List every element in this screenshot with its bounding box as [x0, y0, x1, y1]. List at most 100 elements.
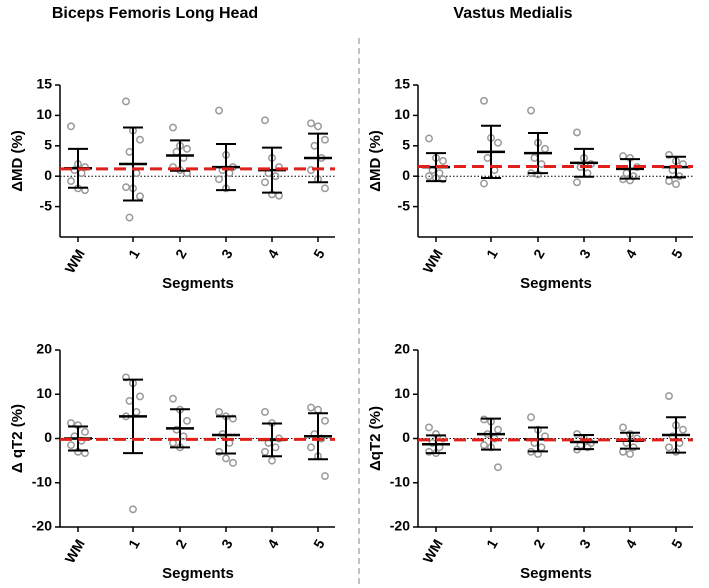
data-point	[310, 141, 319, 150]
x-tick-label: 5	[668, 246, 686, 261]
data-point	[665, 177, 673, 186]
data-point	[425, 447, 433, 456]
data-point	[261, 116, 269, 125]
y-tick-label: 10	[36, 385, 52, 401]
data-point	[307, 119, 315, 128]
x-axis-label: Segments	[162, 275, 234, 292]
y-tick-label: 10	[36, 106, 52, 122]
y-tick-label: 15	[394, 76, 410, 92]
data-point	[169, 123, 177, 132]
data-point	[125, 396, 134, 405]
panel-title: Vastus Medialis	[453, 5, 572, 22]
data-point	[626, 450, 634, 458]
data-point	[483, 154, 492, 162]
y-tick-label: 5	[44, 137, 52, 153]
data-point	[169, 394, 177, 403]
x-tick-label: 2	[172, 536, 190, 551]
x-tick-label: WM	[62, 246, 88, 276]
data-point	[321, 135, 329, 144]
x-tick-label: 4	[622, 246, 640, 261]
y-axis-label: Δ qT2 (%)	[9, 404, 26, 473]
y-tick-label: -20	[390, 518, 410, 534]
data-point	[480, 441, 488, 450]
y-tick-label: -5	[398, 197, 411, 213]
x-tick-label: 2	[530, 246, 548, 261]
data-point	[665, 443, 673, 452]
x-tick-label: 5	[310, 246, 328, 261]
y-axis-label: ΔqT2 (%)	[367, 406, 384, 471]
data-point	[136, 135, 144, 144]
y-tick-label: 10	[394, 385, 410, 401]
data-point	[321, 472, 329, 481]
data-point	[665, 392, 673, 400]
x-tick-label: 5	[668, 536, 686, 551]
data-point	[573, 178, 581, 187]
data-point	[129, 505, 137, 514]
data-point	[573, 128, 581, 137]
data-point	[439, 175, 447, 184]
data-point	[307, 443, 315, 452]
y-tick-label: -10	[32, 473, 52, 489]
x-tick-label: WM	[62, 536, 88, 566]
y-tick-label: 0	[402, 429, 410, 445]
x-tick-label: 1	[125, 536, 143, 551]
data-point	[122, 183, 130, 192]
data-point	[215, 175, 223, 184]
x-axis-label: Segments	[520, 275, 592, 292]
data-point	[494, 463, 502, 472]
data-point	[77, 169, 86, 178]
y-tick-label: 5	[402, 137, 410, 153]
data-point	[122, 97, 130, 106]
data-point	[619, 423, 627, 432]
data-point	[67, 177, 75, 186]
data-point	[583, 169, 592, 178]
data-point	[530, 154, 539, 162]
data-point	[183, 416, 191, 425]
data-point	[183, 144, 191, 153]
data-point	[679, 425, 687, 434]
data-point	[261, 408, 269, 416]
data-point	[537, 443, 546, 452]
data-point	[541, 144, 549, 153]
data-point	[132, 169, 141, 178]
data-point	[321, 184, 329, 193]
y-axis-label: ΔMD (%)	[9, 130, 26, 192]
data-point	[622, 169, 631, 178]
x-tick-label: 5	[310, 536, 328, 551]
x-tick-label: 1	[125, 246, 143, 261]
y-tick-label: 0	[44, 167, 52, 183]
x-tick-label: 3	[576, 246, 594, 261]
data-point	[215, 106, 223, 115]
data-point	[314, 122, 322, 131]
x-axis-label: Segments	[162, 565, 234, 582]
data-point	[67, 419, 75, 427]
data-point	[81, 427, 89, 436]
x-tick-label: 4	[264, 246, 282, 261]
panel-title: Biceps Femoris Long Head	[52, 5, 258, 22]
y-tick-label: 0	[402, 167, 410, 183]
x-tick-label: 3	[218, 246, 236, 261]
data-point	[314, 405, 322, 414]
x-tick-label: 1	[483, 246, 501, 261]
data-point	[136, 392, 144, 401]
data-point	[225, 169, 234, 178]
data-point	[537, 160, 546, 168]
y-tick-label: 20	[36, 341, 52, 357]
data-point	[136, 192, 144, 201]
data-point	[480, 179, 488, 188]
x-tick-label: 3	[576, 536, 594, 551]
data-point	[67, 122, 75, 131]
y-tick-label: 10	[394, 106, 410, 122]
data-point	[125, 213, 134, 222]
x-tick-label: WM	[420, 536, 446, 566]
data-point	[261, 447, 269, 456]
data-point	[261, 178, 269, 187]
data-point	[480, 96, 488, 105]
data-point	[132, 408, 141, 416]
x-axis-label: Segments	[520, 565, 592, 582]
data-point	[268, 456, 276, 465]
y-tick-label: 20	[394, 341, 410, 357]
x-tick-label: WM	[420, 246, 446, 276]
y-tick-label: 0	[44, 429, 52, 445]
y-tick-label: -5	[40, 197, 53, 213]
